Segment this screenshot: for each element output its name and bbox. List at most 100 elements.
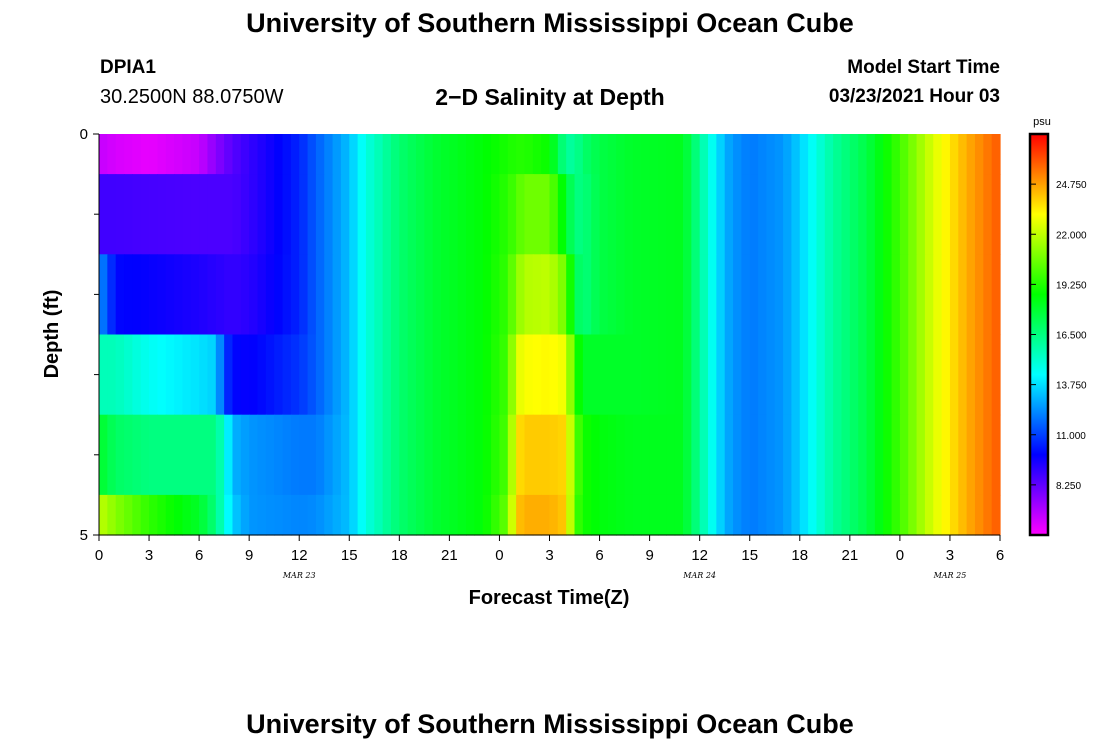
- heatmap-cell: [349, 254, 359, 336]
- heatmap-cell: [966, 254, 976, 336]
- heatmap-cell: [249, 134, 259, 175]
- heatmap-cell: [466, 414, 476, 496]
- heatmap-cell: [574, 334, 584, 416]
- heatmap-cell: [132, 414, 142, 496]
- heatmap-cell: [190, 334, 200, 416]
- heatmap-cell: [966, 494, 976, 536]
- heatmap-cell: [457, 174, 467, 255]
- heatmap-cell: [691, 414, 701, 496]
- heatmap-cell: [599, 334, 609, 416]
- heatmap-cell: [541, 494, 551, 536]
- heatmap-cell: [416, 414, 425, 496]
- heatmap-cell: [399, 494, 409, 536]
- heatmap-cell: [457, 254, 467, 336]
- heatmap-cell: [99, 174, 108, 255]
- heatmap-cell: [783, 174, 793, 255]
- heatmap-cell: [716, 494, 726, 536]
- heatmap-cell: [182, 254, 192, 336]
- heatmap-cell: [783, 254, 793, 336]
- heatmap-cell: [641, 134, 651, 175]
- heatmap-cell: [257, 414, 267, 496]
- heatmap-cell: [390, 334, 400, 416]
- heatmap-cell: [866, 334, 876, 416]
- heatmap-cell: [357, 414, 367, 496]
- heatmap-cell: [582, 174, 592, 255]
- heatmap-cell: [449, 254, 459, 336]
- heatmap-cell: [365, 494, 375, 536]
- heatmap-cell: [507, 174, 517, 255]
- heatmap-cell: [749, 174, 759, 255]
- heatmap-cell: [449, 414, 459, 496]
- heatmap-cell: [941, 414, 951, 496]
- heatmap-cell: [532, 414, 542, 496]
- heatmap-cell: [507, 334, 517, 416]
- heatmap-cell: [332, 174, 342, 255]
- heatmap-cell: [307, 334, 317, 416]
- heatmap-cell: [841, 334, 851, 416]
- heatmap-cell: [708, 414, 717, 496]
- heatmap-cell: [891, 254, 901, 336]
- heatmap-cell: [374, 334, 384, 416]
- x-tick-label: 3: [946, 547, 954, 564]
- heatmap-cell: [532, 134, 542, 175]
- heatmap-cell: [891, 174, 901, 255]
- heatmap-cell: [491, 134, 501, 175]
- heatmap-cell: [432, 174, 442, 255]
- heatmap-cell: [491, 334, 501, 416]
- heatmap-cell: [958, 494, 968, 536]
- heatmap-cell: [916, 494, 926, 536]
- x-tick-label: 6: [996, 547, 1004, 564]
- heatmap-cell: [499, 134, 509, 175]
- heatmap-cell: [499, 174, 509, 255]
- heatmap-cell: [749, 414, 759, 496]
- heatmap-cell: [340, 414, 350, 496]
- heatmap-cell: [841, 174, 851, 255]
- heatmap-cell: [774, 254, 784, 336]
- heatmap-cell: [641, 254, 651, 336]
- heatmap-cell: [474, 494, 484, 536]
- heatmap-cell: [549, 494, 559, 536]
- heatmap-cell: [591, 414, 601, 496]
- heatmap-cell: [182, 134, 192, 175]
- x-tick-label: 6: [195, 547, 203, 564]
- colorbar-unit: psu: [1033, 116, 1051, 128]
- heatmap-cell: [574, 174, 584, 255]
- heatmap-cell: [724, 254, 734, 336]
- colorbar-ticks: 8.250 11.000 13.750 16.500 19.250 22.000 24.75…: [1030, 180, 1087, 492]
- heatmap-cell: [641, 334, 651, 416]
- heatmap-cell: [641, 174, 651, 255]
- heatmap-cell: [641, 494, 651, 536]
- heatmap-cell: [165, 494, 175, 536]
- heatmap-cell: [274, 134, 284, 175]
- heatmap-cell: [766, 334, 776, 416]
- heatmap-cell: [833, 174, 843, 255]
- heatmap-cell: [616, 174, 626, 255]
- colorbar-tick-label: 8.250: [1056, 481, 1081, 492]
- heatmap-cell: [424, 174, 434, 255]
- heatmap-cell: [390, 414, 400, 496]
- heatmap-cell: [682, 174, 692, 255]
- heatmap-cell: [924, 494, 934, 536]
- heatmap-cell: [916, 134, 926, 175]
- heatmap-cell: [991, 134, 1001, 175]
- heatmap-cell: [299, 494, 309, 536]
- heatmap-cell: [390, 174, 400, 255]
- x-tick-label: 3: [145, 547, 153, 564]
- heatmap-cell: [908, 134, 918, 175]
- heatmap-cell: [132, 134, 142, 175]
- heatmap-cell: [582, 494, 592, 536]
- heatmap-cell: [541, 334, 551, 416]
- heatmap-cell: [524, 494, 534, 536]
- heatmap-cell: [758, 254, 767, 336]
- heatmap-cell: [466, 494, 476, 536]
- heatmap-cell: [140, 334, 150, 416]
- heatmap-cell: [966, 414, 976, 496]
- heatmap-cell: [908, 414, 918, 496]
- heatmap-cell: [382, 254, 392, 336]
- heatmap-cell: [407, 174, 417, 255]
- heatmap-cell: [624, 494, 634, 536]
- heatmap-cell: [157, 174, 167, 255]
- heatmap-cell: [174, 494, 184, 536]
- heatmap-cell: [674, 494, 684, 536]
